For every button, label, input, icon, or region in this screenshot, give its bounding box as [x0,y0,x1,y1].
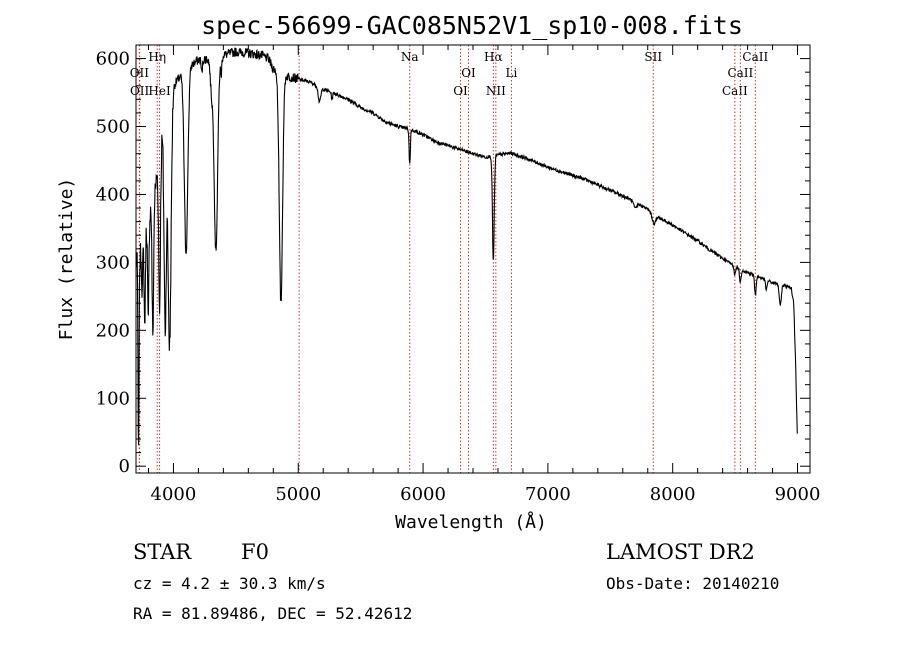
x-tick-label: 9000 [775,484,821,505]
redshift-text: cz = 4.2 ± 30.3 km/s [133,574,326,593]
line-marker-label: SII [644,50,662,64]
line-marker-label: Li [506,66,518,80]
x-axis: 4000 5000 6000 7000 8000 9000 [147,45,821,505]
x-axis-label: Wavelength (Å) [395,511,547,533]
coordinates-text: RA = 81.89486, DEC = 52.42612 [133,604,412,623]
object-subclass: F0 [241,540,269,564]
line-marker-label: OI [461,66,476,80]
line-marker-label: OI [453,84,468,98]
line-marker-label: HeI [148,84,171,98]
y-tick-label: 300 [96,252,130,273]
line-marker-label: CaII [727,66,753,80]
spectrum-line [135,47,798,446]
plot-frame [135,44,811,474]
line-marker-label: Hα [484,50,503,64]
chart-title: spec-56699-GAC085N52V1_sp10-008.fits [201,11,743,40]
line-marker-label: CaII [742,50,768,64]
y-axis: 0 100 200 300 400 500 600 [96,49,810,477]
y-tick-label: 500 [96,117,130,138]
obs-date: Obs-Date: 20140210 [606,574,779,593]
line-marker-label: Hη [148,50,166,64]
line-marker-label: NII [486,84,506,98]
survey-name: LAMOST DR2 [606,540,755,564]
line-marker-label: OII [130,84,150,98]
x-tick-label: 6000 [400,484,446,505]
y-tick-label: 400 [96,184,130,205]
object-class: STAR [133,540,192,564]
y-tick-label: 200 [96,320,130,341]
y-axis-label: Flux (relative) [56,178,77,341]
y-tick-label: 0 [119,456,130,477]
x-tick-label: 4000 [151,484,197,505]
y-tick-label: 600 [96,49,130,70]
x-tick-label: 8000 [650,484,696,505]
line-marker-label: Na [401,50,419,64]
x-tick-label: 7000 [525,484,571,505]
x-tick-label: 5000 [275,484,321,505]
y-tick-label: 100 [96,388,130,409]
line-marker-label: CaII [722,84,748,98]
